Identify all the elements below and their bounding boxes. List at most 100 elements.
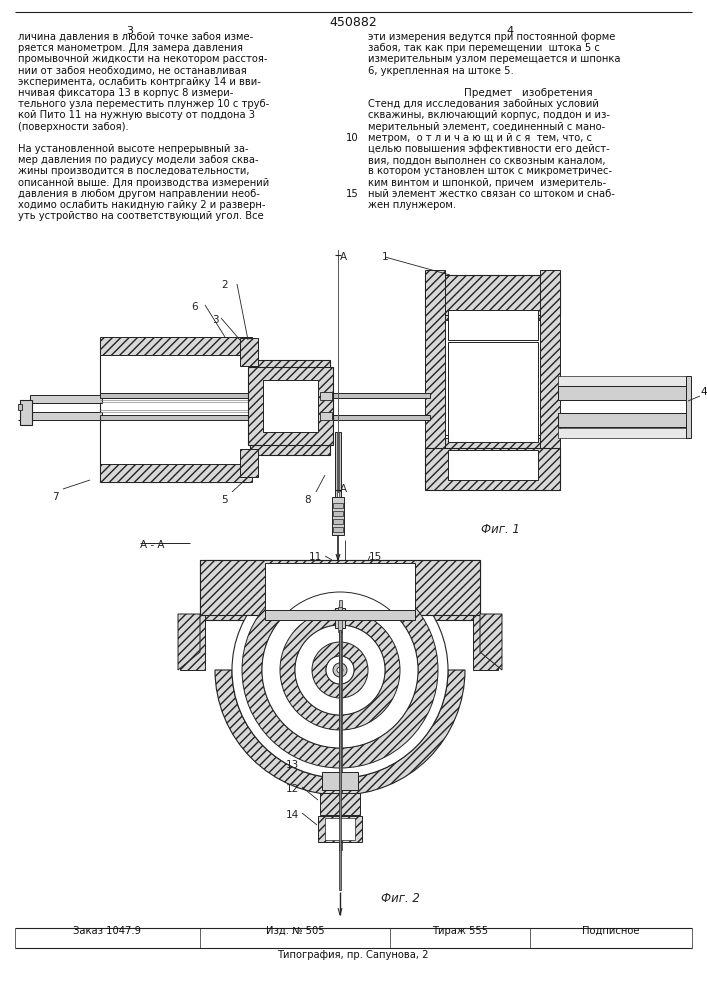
Circle shape	[232, 562, 448, 778]
Text: Фиг. 1: Фиг. 1	[481, 523, 520, 536]
Polygon shape	[480, 614, 502, 670]
Bar	[248, 367, 333, 445]
Bar	[102, 342, 248, 480]
Text: эксперимента, ослабить контргайку 14 и вви-: эксперимента, ослабить контргайку 14 и в…	[18, 77, 261, 87]
Bar	[30, 395, 102, 403]
Bar	[333, 503, 343, 508]
Text: 450882: 450882	[329, 16, 377, 29]
Bar	[333, 519, 343, 524]
Text: Подписное: Подписное	[583, 926, 640, 936]
Bar	[333, 511, 343, 516]
Bar	[337, 432, 339, 510]
Text: уть устройство на соответствующий угол. Все: уть устройство на соответствующий угол. …	[18, 211, 264, 221]
Text: нии от забоя необходимо, не останавливая: нии от забоя необходимо, не останавливая	[18, 66, 247, 76]
Text: Предмет   изобретения: Предмет изобретения	[464, 88, 592, 98]
Text: давления в любом другом направлении необ-: давления в любом другом направлении необ…	[18, 189, 260, 199]
Text: 14: 14	[286, 810, 298, 820]
Bar	[448, 450, 538, 480]
Bar	[322, 772, 358, 790]
Bar	[460, 320, 520, 350]
Text: 11: 11	[308, 552, 322, 562]
Circle shape	[333, 663, 347, 677]
Bar	[558, 428, 688, 438]
Bar	[265, 373, 315, 443]
Text: промывочной жидкости на некотором расстоя-: промывочной жидкости на некотором рассто…	[18, 54, 267, 64]
Bar	[558, 413, 688, 427]
Bar	[335, 608, 345, 628]
Bar	[430, 438, 550, 450]
Text: Фиг. 2: Фиг. 2	[380, 892, 419, 905]
Text: личина давления в любой точке забоя изме-: личина давления в любой точке забоя изме…	[18, 32, 253, 42]
Text: A: A	[340, 252, 347, 262]
Bar	[448, 310, 538, 340]
Bar	[339, 600, 341, 850]
Text: 15: 15	[346, 189, 358, 199]
Polygon shape	[178, 614, 200, 670]
Bar	[180, 615, 205, 670]
Bar	[265, 560, 415, 620]
Text: А - А: А - А	[140, 540, 165, 550]
Circle shape	[337, 667, 343, 673]
Bar	[100, 464, 252, 482]
Bar	[325, 818, 355, 840]
Bar	[558, 376, 688, 386]
Circle shape	[295, 625, 385, 715]
Bar	[540, 270, 560, 450]
Text: тельного узла переместить плунжер 10 с труб-: тельного узла переместить плунжер 10 с т…	[18, 99, 269, 109]
Bar	[540, 315, 552, 440]
Bar	[332, 497, 344, 535]
Text: 6: 6	[192, 302, 198, 312]
Wedge shape	[280, 610, 400, 730]
Bar	[320, 412, 332, 420]
Bar	[558, 386, 688, 400]
Text: 7: 7	[52, 492, 58, 502]
Text: 13: 13	[286, 760, 298, 770]
Bar	[240, 449, 258, 477]
Bar	[263, 380, 318, 432]
Text: нчивая фиксатора 13 в корпус 8 измери-: нчивая фиксатора 13 в корпус 8 измери-	[18, 88, 233, 98]
Bar	[686, 376, 691, 438]
Bar	[425, 448, 560, 490]
Text: вия, поддон выполнен со сквозным каналом,: вия, поддон выполнен со сквозным каналом…	[368, 155, 605, 165]
Bar	[20, 400, 32, 425]
Wedge shape	[215, 670, 465, 795]
Text: жины производится в последовательности,: жины производится в последовательности,	[18, 166, 250, 176]
Text: 8: 8	[305, 495, 311, 505]
Bar	[430, 315, 438, 440]
Bar	[339, 630, 341, 890]
Text: 15: 15	[368, 552, 382, 562]
Bar	[333, 527, 343, 532]
Text: целью повышения эффективности его дейст-: целью повышения эффективности его дейст-	[368, 144, 609, 154]
Text: Изд. № 505: Изд. № 505	[266, 926, 325, 936]
Bar	[30, 412, 102, 420]
Bar	[265, 610, 415, 620]
Bar	[100, 337, 252, 355]
Bar	[430, 438, 550, 480]
Text: 12: 12	[286, 784, 298, 794]
Text: забоя, так как при перемещении  штока 5 с: забоя, так как при перемещении штока 5 с	[368, 43, 600, 53]
Text: A: A	[340, 484, 347, 494]
Text: 10: 10	[395, 650, 409, 660]
Bar	[430, 275, 550, 320]
Bar	[338, 607, 342, 632]
Text: ходимо ослабить накидную гайку 2 и разверн-: ходимо ослабить накидную гайку 2 и разве…	[18, 200, 266, 210]
Text: 5: 5	[222, 495, 228, 505]
Bar	[200, 560, 480, 615]
Text: эти измерения ведутся при постоянной форме: эти измерения ведутся при постоянной фор…	[368, 32, 615, 42]
Text: 4: 4	[506, 26, 513, 36]
Text: в котором установлен шток с микрометричес-: в котором установлен шток с микрометриче…	[368, 166, 612, 176]
Text: 1: 1	[382, 252, 388, 262]
Text: 2: 2	[222, 280, 228, 290]
Bar	[320, 793, 360, 815]
Text: скважины, включающий корпус, поддон и из-: скважины, включающий корпус, поддон и из…	[368, 110, 610, 120]
Text: ный элемент жестко связан со штоком и снаб-: ный элемент жестко связан со штоком и сн…	[368, 189, 615, 199]
Text: ряется манометром. Для замера давления: ряется манометром. Для замера давления	[18, 43, 243, 53]
Text: На установленной высоте непрерывный за-: На установленной высоте непрерывный за-	[18, 144, 249, 154]
Bar	[240, 338, 258, 366]
Text: 6, укрепленная на штоке 5.: 6, укрепленная на штоке 5.	[368, 66, 514, 76]
Bar	[430, 320, 550, 365]
Circle shape	[262, 592, 418, 748]
Text: 3: 3	[211, 315, 218, 325]
Text: Заказ 1047.9: Заказ 1047.9	[73, 926, 141, 936]
Text: мер давления по радиусу модели забоя сква-: мер давления по радиусу модели забоя скв…	[18, 155, 259, 165]
